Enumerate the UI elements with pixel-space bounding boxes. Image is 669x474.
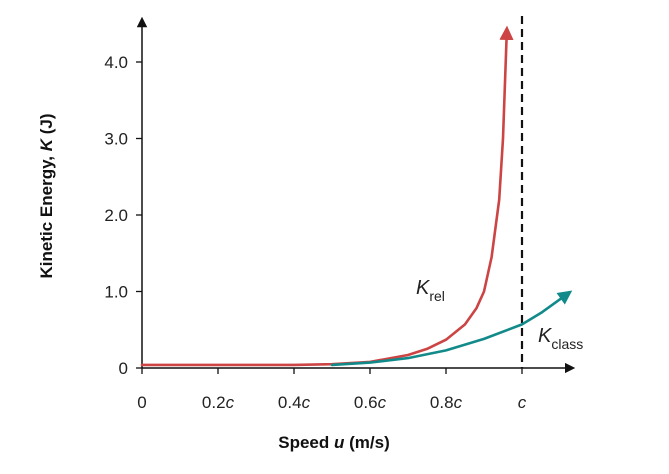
series-label-krel: Krel <box>416 277 445 304</box>
y-axis-title: Kinetic Energy, K (J) <box>37 114 56 279</box>
y-axis-title-variable: K <box>37 137 56 151</box>
x-tick-number: 0.8 <box>430 393 454 412</box>
x-tick-number: 0 <box>137 393 146 412</box>
x-tick-c: c <box>378 393 387 412</box>
x-axis-title-variable: u <box>334 433 345 452</box>
series-kclass-line <box>330 290 573 367</box>
y-axis-title-prefix: Kinetic Energy, <box>37 151 56 278</box>
x-tick-number: 0.6 <box>354 393 378 412</box>
x-tick-label: 0 <box>137 393 146 412</box>
x-tick-label: 0.2c <box>202 393 235 412</box>
y-tick-label: 3.0 <box>104 130 128 149</box>
x-tick-label: 0.6c <box>354 393 387 412</box>
x-tick-number: 0.2 <box>202 393 226 412</box>
series-label-krel-sub: rel <box>429 288 445 304</box>
x-tick-label: 0.4c <box>278 393 311 412</box>
y-axis-title-suffix: (J) <box>37 114 56 140</box>
x-axis-title-prefix: Speed <box>278 433 334 452</box>
y-tick-label: 2.0 <box>104 206 128 225</box>
series-krel-line <box>140 25 514 367</box>
y-tick-label: 4.0 <box>104 53 128 72</box>
series-label-kclass-main: K <box>538 325 553 347</box>
x-tick-number: 0.4 <box>278 393 302 412</box>
x-tick-label: 0.8c <box>430 393 463 412</box>
x-axis-title: Speed u (m/s) <box>278 433 389 452</box>
x-tick-c: c <box>226 393 235 412</box>
curves <box>140 16 573 368</box>
ticks: 0 0.2c 0.4c 0.6c 0.8c c01.02.03.04.0 <box>104 53 526 412</box>
y-tick-label: 1.0 <box>104 283 128 302</box>
series-label-krel-main: K <box>416 277 431 299</box>
x-axis-title-suffix: (m/s) <box>344 433 389 452</box>
series-label-kclass-sub: class <box>551 336 583 352</box>
x-tick-c: c <box>518 393 527 412</box>
x-tick-c: c <box>454 393 463 412</box>
x-tick-label: c <box>518 393 527 412</box>
y-tick-label: 0 <box>119 359 128 378</box>
x-tick-c: c <box>302 393 311 412</box>
series-label-kclass: Kclass <box>538 325 583 352</box>
axes <box>136 16 576 374</box>
